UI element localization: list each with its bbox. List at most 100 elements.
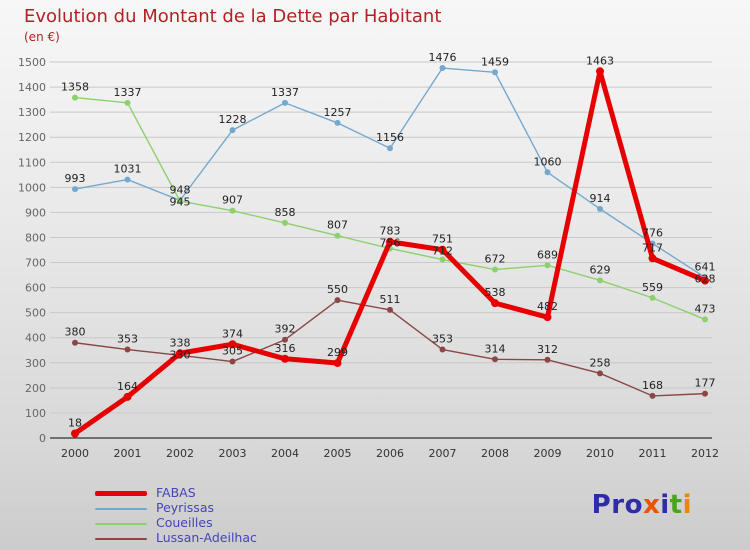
svg-text:776: 776 [642,226,663,239]
svg-text:2012: 2012 [691,447,719,460]
svg-text:380: 380 [65,326,86,339]
svg-text:353: 353 [117,333,138,346]
logo-letter: t [669,490,683,520]
svg-text:300: 300 [25,357,46,370]
svg-text:164: 164 [117,380,138,393]
svg-text:500: 500 [25,307,46,320]
svg-text:993: 993 [65,172,86,185]
svg-text:168: 168 [642,379,663,392]
svg-text:783: 783 [380,225,401,238]
logo-letter: x [642,490,661,520]
svg-text:1476: 1476 [429,51,457,64]
svg-text:511: 511 [380,293,401,306]
svg-text:2002: 2002 [166,447,194,460]
svg-text:2009: 2009 [534,447,562,460]
svg-text:600: 600 [25,282,46,295]
svg-text:672: 672 [485,253,506,266]
legend-swatch [95,522,147,525]
logo-letter: P [591,490,612,520]
series-Coueilles [72,94,708,323]
svg-text:538: 538 [485,286,506,299]
svg-text:1459: 1459 [481,55,509,68]
svg-text:314: 314 [485,342,506,355]
legend-item-coueilles: Coueilles [95,516,257,531]
svg-text:1463: 1463 [586,54,614,67]
legend-label: FABAS [156,485,196,501]
y-axis-labels: 0 100 200 300 400 500 600 700 800 900 1000 1100 1200… [18,56,46,445]
svg-text:482: 482 [537,300,558,313]
svg-text:2007: 2007 [429,447,457,460]
svg-text:756: 756 [380,237,401,250]
svg-text:2005: 2005 [324,447,352,460]
legend-label: Lussan-Adeilhac [156,530,257,546]
svg-text:2008: 2008 [481,447,509,460]
svg-text:392: 392 [275,323,296,336]
logo-letter: o [624,490,643,520]
svg-text:1337: 1337 [271,86,299,99]
svg-text:751: 751 [432,233,453,246]
proxiti-logo[interactable]: Proxiti [592,490,692,520]
svg-text:2001: 2001 [114,447,142,460]
legend-swatch [95,537,147,540]
svg-text:914: 914 [590,192,611,205]
svg-text:0: 0 [39,432,46,445]
debt-evolution-line-chart: 0 100 200 300 400 500 600 700 800 900 1000 1100 1200… [18,51,719,460]
svg-text:299: 299 [327,346,348,359]
svg-text:1400: 1400 [18,81,46,94]
page-title: Evolution du Montant de la Dette par Hab… [24,6,442,27]
svg-text:18: 18 [68,416,82,429]
svg-text:1031: 1031 [114,163,142,176]
logo-letter: i [660,490,670,520]
legend-label: Coueilles [156,515,213,531]
svg-text:700: 700 [25,257,46,270]
svg-text:1358: 1358 [61,81,89,94]
svg-text:717: 717 [642,241,663,254]
legend-swatch [95,491,147,496]
svg-text:641: 641 [695,260,716,273]
svg-text:312: 312 [537,343,558,356]
series-FABAS [71,67,709,438]
svg-text:374: 374 [222,327,243,340]
legend-item-peyrissas: Peyrissas [95,501,257,516]
svg-text:316: 316 [275,342,296,355]
svg-text:200: 200 [25,382,46,395]
svg-text:948: 948 [170,183,191,196]
svg-text:712: 712 [432,245,453,258]
chart-legend: FABAS Peyrissas Coueilles Lussan-Adeilhac [95,486,257,546]
svg-text:305: 305 [222,345,243,358]
svg-text:689: 689 [537,248,558,261]
legend-item-fabas: FABAS [95,486,257,501]
svg-text:1500: 1500 [18,56,46,69]
svg-text:907: 907 [222,194,243,207]
svg-text:2004: 2004 [271,447,299,460]
svg-text:900: 900 [25,206,46,219]
legend-label: Peyrissas [156,500,214,516]
logo-letter: r [611,490,625,520]
svg-text:1156: 1156 [376,131,404,144]
svg-text:559: 559 [642,281,663,294]
svg-text:628: 628 [695,272,716,285]
x-axis-labels: 2000 2001 2002 2003 2004 2005 2006 2007 2008 2009… [61,447,719,460]
svg-text:400: 400 [25,332,46,345]
legend-swatch [95,507,147,510]
logo-letter: i [682,490,692,520]
svg-text:330: 330 [170,348,191,361]
svg-text:1000: 1000 [18,181,46,194]
svg-text:1200: 1200 [18,131,46,144]
svg-text:473: 473 [695,302,716,315]
svg-text:177: 177 [695,377,716,390]
svg-text:2003: 2003 [219,447,247,460]
svg-text:1337: 1337 [114,86,142,99]
legend-item-lussan-adeilhac: Lussan-Adeilhac [95,531,257,546]
page-subtitle: (en €) [24,30,60,44]
svg-text:1228: 1228 [219,113,247,126]
svg-text:338: 338 [170,336,191,349]
svg-text:1060: 1060 [534,155,562,168]
svg-text:858: 858 [275,206,296,219]
svg-text:1100: 1100 [18,156,46,169]
svg-text:800: 800 [25,231,46,244]
svg-text:100: 100 [25,407,46,420]
svg-text:353: 353 [432,333,453,346]
svg-text:2010: 2010 [586,447,614,460]
